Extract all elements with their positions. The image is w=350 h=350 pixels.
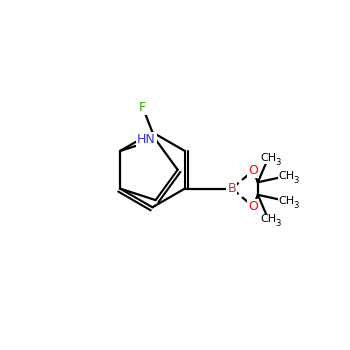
Text: 3: 3 — [293, 176, 299, 185]
Text: CH: CH — [260, 214, 276, 224]
Text: CH: CH — [278, 171, 294, 181]
Text: HN: HN — [137, 133, 156, 146]
Text: 3: 3 — [293, 201, 299, 210]
Text: 3: 3 — [275, 158, 281, 167]
Text: F: F — [139, 101, 146, 114]
Text: CH: CH — [260, 153, 276, 163]
Text: O: O — [248, 200, 258, 213]
Text: 3: 3 — [275, 219, 281, 228]
Text: B: B — [228, 182, 236, 195]
Text: O: O — [248, 164, 258, 177]
Text: CH: CH — [278, 196, 294, 206]
